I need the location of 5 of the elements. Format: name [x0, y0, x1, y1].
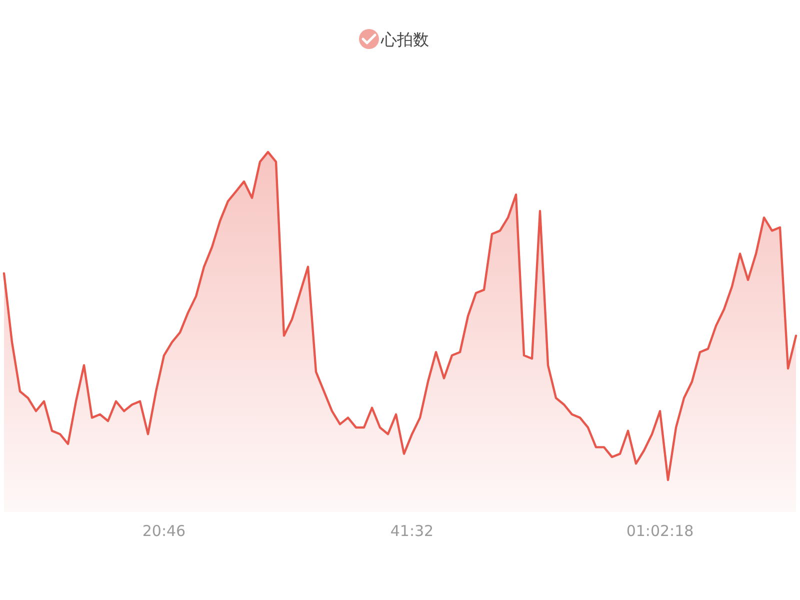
legend-label: 心拍数	[380, 30, 429, 49]
x-tick-label: 41:32	[390, 522, 434, 540]
legend: 心拍数	[359, 29, 429, 49]
x-tick-label: 20:46	[142, 522, 186, 540]
x-tick-label: 01:02:18	[626, 522, 694, 540]
